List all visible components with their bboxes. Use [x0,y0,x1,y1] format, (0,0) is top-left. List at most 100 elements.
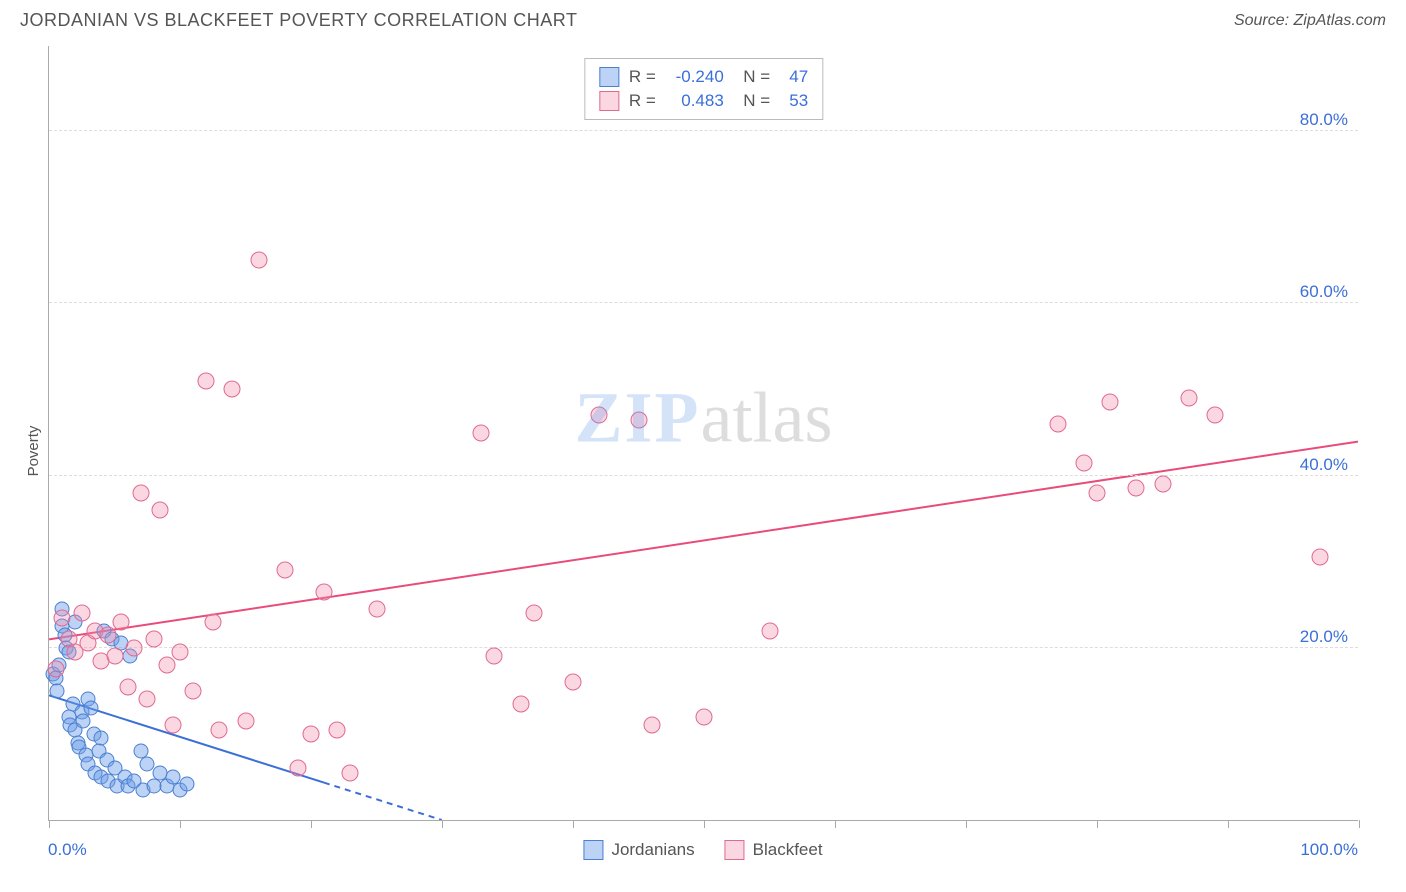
data-point [47,661,64,678]
legend-label-jordanians: Jordanians [611,840,694,860]
watermark-atlas: atlas [701,377,833,457]
data-point [250,252,267,269]
data-point [54,609,71,626]
legend-row-blackfeet: R = 0.483 N = 53 [599,89,808,113]
y-tick-label: 80.0% [1300,110,1348,130]
data-point [224,381,241,398]
n-value-blackfeet: 53 [780,91,808,111]
data-point [237,712,254,729]
x-tick [311,820,312,828]
gridline [49,647,1358,648]
data-point [473,424,490,441]
data-point [1049,415,1066,432]
y-tick-label: 20.0% [1300,627,1348,647]
data-point [1128,480,1145,497]
data-point [99,626,116,643]
chart-source: Source: ZipAtlas.com [1234,12,1386,30]
r-label: R = [629,91,656,111]
data-point [165,717,182,734]
y-tick-label: 40.0% [1300,455,1348,475]
data-point [119,678,136,695]
x-tick [1097,820,1098,828]
data-point [761,622,778,639]
data-point [630,411,647,428]
data-point [512,695,529,712]
data-point [1206,407,1223,424]
x-axis-min-label: 0.0% [48,840,87,860]
watermark: ZIPatlas [575,376,833,459]
data-point [132,484,149,501]
data-point [368,601,385,618]
data-point [172,644,189,661]
x-tick [835,820,836,828]
chart-header: JORDANIAN VS BLACKFEET POVERTY CORRELATI… [0,0,1406,36]
trend-line [49,442,1358,640]
x-tick [966,820,967,828]
data-point [1102,394,1119,411]
n-label: N = [734,67,770,87]
chart-area: Poverty ZIPatlas R = -0.240 N = 47 R = 0… [0,36,1406,866]
data-point [73,605,90,622]
correlation-legend: R = -0.240 N = 47 R = 0.483 N = 53 [584,58,823,120]
y-axis-label: Poverty [25,426,42,477]
data-point [1089,484,1106,501]
x-tick [49,820,50,828]
legend-item-blackfeet: Blackfeet [725,840,823,860]
data-point [1180,390,1197,407]
data-point [106,648,123,665]
r-value-jordanians: -0.240 [666,67,724,87]
data-point [198,372,215,389]
x-tick [1359,820,1360,828]
data-point [1154,476,1171,493]
data-point [158,657,175,674]
legend-row-jordanians: R = -0.240 N = 47 [599,65,808,89]
legend-item-jordanians: Jordanians [583,840,694,860]
trend-lines [49,46,1358,820]
data-point [185,682,202,699]
data-point [179,776,194,791]
data-point [152,502,169,519]
data-point [113,613,130,630]
data-point [591,407,608,424]
data-point [139,691,156,708]
data-point [126,639,143,656]
swatch-pink-icon [599,91,619,111]
swatch-blue-icon [583,840,603,860]
data-point [303,725,320,742]
x-tick [1228,820,1229,828]
data-point [1075,454,1092,471]
x-axis-max-label: 100.0% [1300,840,1358,860]
r-value-blackfeet: 0.483 [666,91,724,111]
swatch-pink-icon [725,840,745,860]
r-label: R = [629,67,656,87]
data-point [342,764,359,781]
data-point [316,583,333,600]
series-legend: Jordanians Blackfeet [583,840,822,860]
n-value-jordanians: 47 [780,67,808,87]
n-label: N = [734,91,770,111]
data-point [49,683,64,698]
data-point [289,760,306,777]
data-point [486,648,503,665]
legend-label-blackfeet: Blackfeet [753,840,823,860]
data-point [145,631,162,648]
data-point [329,721,346,738]
data-point [211,721,228,738]
data-point [94,731,109,746]
plot-region: ZIPatlas R = -0.240 N = 47 R = 0.483 N =… [48,46,1358,821]
x-tick [704,820,705,828]
data-point [204,613,221,630]
data-point [83,701,98,716]
gridline [49,302,1358,303]
chart-title: JORDANIAN VS BLACKFEET POVERTY CORRELATI… [20,10,577,31]
data-point [1311,549,1328,566]
data-point [696,708,713,725]
x-tick [573,820,574,828]
data-point [643,717,660,734]
swatch-blue-icon [599,67,619,87]
x-tick [180,820,181,828]
data-point [276,562,293,579]
data-point [565,674,582,691]
y-tick-label: 60.0% [1300,282,1348,302]
x-tick [442,820,443,828]
